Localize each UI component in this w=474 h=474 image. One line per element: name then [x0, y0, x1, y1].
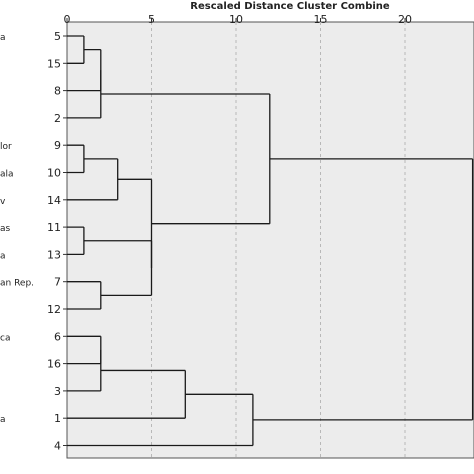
x-axis-title: Rescaled Distance Cluster Combine: [190, 1, 390, 12]
country-label: a: [0, 33, 6, 43]
country-label: a: [0, 415, 6, 425]
x-tick-label: 5: [148, 13, 155, 26]
leaf-label: 11: [47, 221, 61, 234]
country-label: ala: [0, 170, 14, 180]
x-tick-label: 15: [314, 13, 328, 26]
leaf-label: 6: [54, 330, 61, 343]
leaf-label: 2: [54, 112, 61, 125]
x-axis-ticks: 0 5 10 15 20: [64, 13, 413, 26]
country-label: ca: [0, 333, 10, 343]
country-label: lor: [0, 142, 12, 152]
leaf-label: 8: [54, 85, 61, 98]
country-label: a: [0, 251, 6, 261]
country-label: as: [0, 224, 11, 234]
leaf-label: 16: [47, 358, 61, 371]
x-tick-label: 10: [229, 13, 243, 26]
leaf-label: 1: [54, 412, 61, 425]
country-labels: a lor ala v as a an Rep. ca a: [0, 33, 34, 425]
leaf-label: 14: [47, 194, 61, 207]
leaf-label: 5: [54, 30, 61, 43]
plot-area: [66, 21, 474, 459]
leaf-label: 9: [54, 139, 61, 152]
leaf-label: 13: [47, 248, 61, 261]
x-tick-label: 20: [398, 13, 412, 26]
dendrogram-tree: [67, 35, 474, 447]
leaf-label: 3: [54, 385, 61, 398]
country-label: an Rep.: [0, 279, 34, 289]
country-label: v: [0, 197, 6, 207]
leaf-label: 15: [47, 57, 61, 70]
leaf-label: 12: [47, 303, 61, 316]
x-tick-label: 0: [64, 13, 71, 26]
leaf-label: 7: [54, 276, 61, 289]
leaf-label: 4: [54, 440, 61, 453]
leaf-label: 10: [47, 167, 61, 180]
